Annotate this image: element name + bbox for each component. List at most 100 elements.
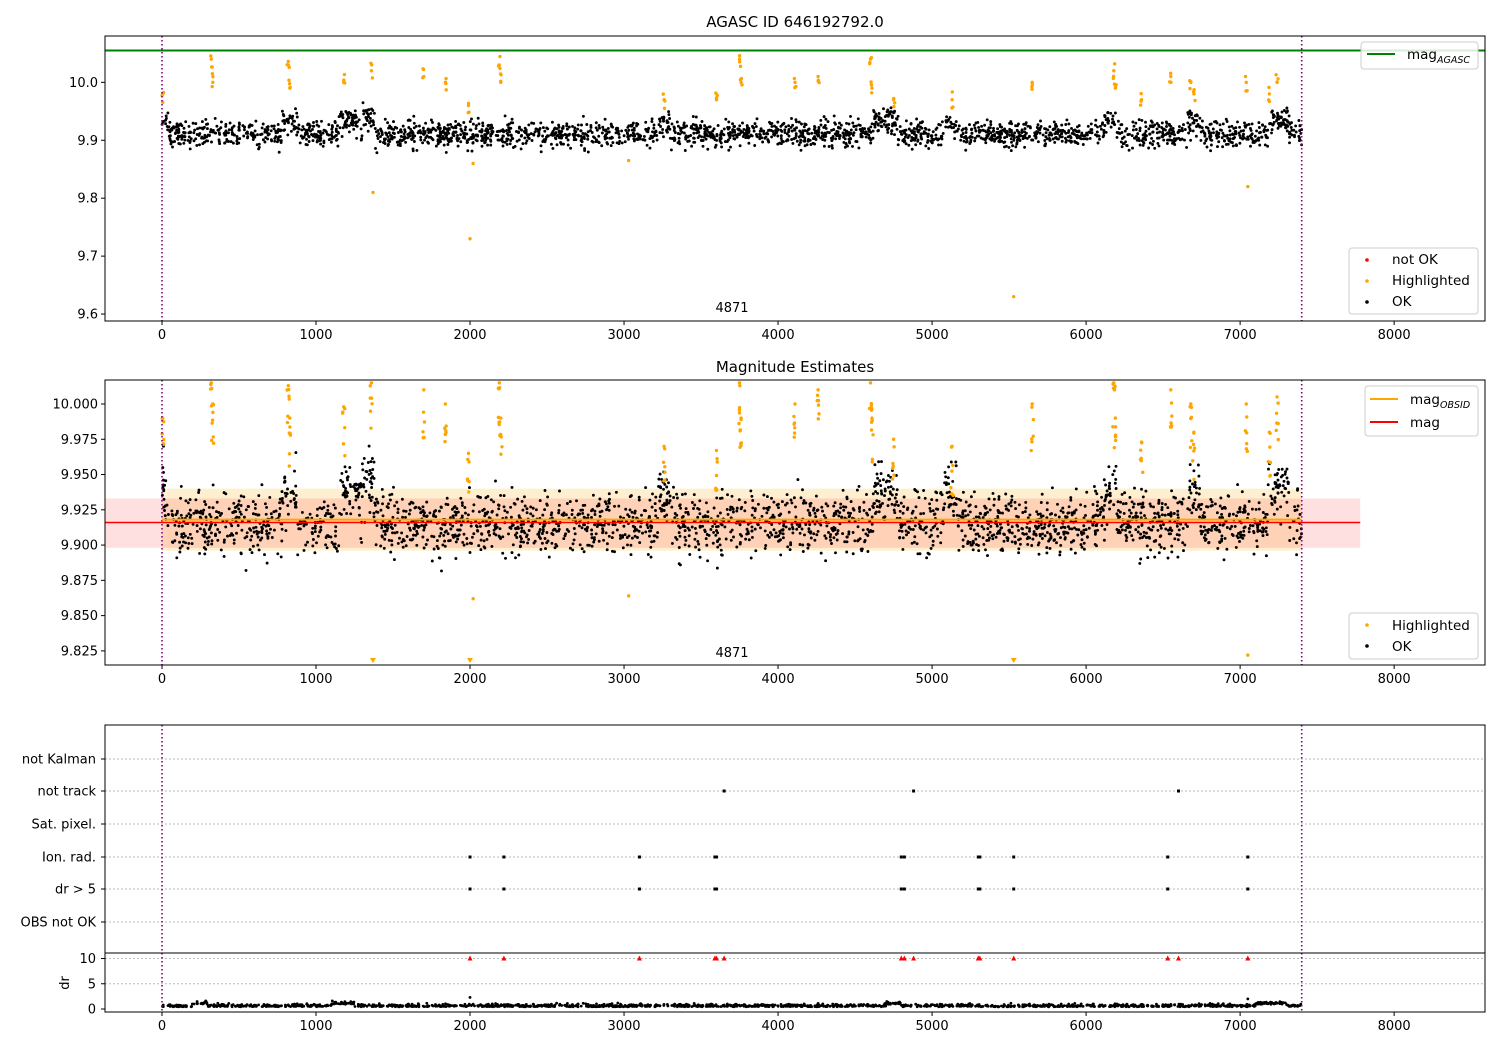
x-tick-label: 7000 (1224, 328, 1257, 343)
ok-point (1147, 146, 1151, 150)
ok-point (348, 499, 352, 503)
ok-point (542, 524, 546, 528)
ok-point (1114, 464, 1118, 468)
ok-point (251, 500, 255, 504)
ok-point (311, 134, 315, 138)
ok-point (939, 136, 943, 140)
ok-point (886, 485, 890, 489)
ok-point (630, 510, 634, 514)
ok-point (1111, 117, 1114, 121)
ok-point (808, 523, 812, 527)
ok-point (790, 501, 794, 505)
ok-point (1271, 116, 1275, 119)
highlighted-point (869, 83, 874, 87)
ok-point (301, 125, 305, 129)
ok-point (776, 127, 780, 131)
ok-point (944, 483, 948, 487)
ok-point (1124, 539, 1128, 543)
ok-point (442, 131, 446, 135)
ok-point (1025, 525, 1029, 529)
ok-point (658, 499, 662, 503)
ok-point (585, 123, 589, 126)
ok-point (276, 127, 280, 131)
ok-point (389, 133, 392, 137)
ok-point (758, 137, 762, 141)
ok-point (586, 150, 590, 154)
ok-point (265, 529, 269, 533)
ok-point (665, 501, 669, 505)
ok-point (321, 144, 325, 148)
ok-point (1279, 505, 1283, 509)
ok-point (367, 493, 371, 497)
ok-point (749, 556, 753, 560)
ok-point (743, 509, 747, 513)
ok-point (383, 532, 387, 536)
ok-point (806, 543, 810, 546)
ok-point (519, 540, 523, 544)
ok-point (506, 123, 510, 127)
ok-point (834, 137, 838, 141)
ok-point (773, 124, 776, 128)
ok-point (362, 456, 366, 460)
ok-point (1073, 526, 1076, 530)
ok-point (1222, 506, 1226, 510)
ok-point (890, 115, 894, 118)
ok-point (665, 498, 669, 502)
ok-point (590, 528, 594, 532)
ok-point (1171, 129, 1175, 133)
ok-point (1192, 118, 1196, 122)
ok-point (873, 512, 877, 515)
ok-point (369, 124, 373, 128)
ok-point (959, 138, 963, 142)
ok-point (1009, 120, 1013, 124)
ok-point (1034, 136, 1038, 140)
ok-point (802, 139, 806, 143)
ok-point (186, 546, 190, 550)
ok-point (583, 137, 586, 140)
ok-point (973, 126, 977, 130)
ok-point (521, 508, 525, 512)
ok-point (937, 143, 940, 147)
ok-point (1182, 549, 1185, 553)
legend-highlighted: Highlighted (1392, 273, 1470, 289)
ok-point (918, 526, 922, 529)
ok-point (1043, 144, 1047, 147)
ok-point (635, 124, 638, 128)
ok-point (1079, 137, 1083, 141)
ok-point (851, 121, 855, 125)
ok-point (331, 125, 334, 129)
ok-point (665, 485, 669, 489)
ok-point (1276, 111, 1279, 115)
ok-point (219, 120, 223, 124)
ok-point (280, 527, 284, 531)
ok-point (1200, 119, 1204, 123)
ok-point (981, 536, 985, 540)
ok-point (192, 511, 196, 515)
ok-point (316, 507, 319, 511)
ok-point (715, 529, 718, 533)
ok-point (1263, 143, 1267, 147)
ok-point (883, 119, 887, 123)
ok-point (662, 118, 665, 122)
highlighted-point (471, 161, 475, 166)
ok-point (257, 145, 261, 149)
ok-point (456, 537, 460, 541)
ok-point (668, 499, 672, 503)
ok-point (341, 126, 345, 130)
ok-point (1165, 125, 1168, 128)
ok-point (1265, 533, 1269, 537)
ok-point (945, 491, 949, 495)
ok-point (877, 115, 881, 119)
highlighted-point (816, 74, 820, 79)
ok-point (486, 494, 490, 498)
ok-point (1064, 140, 1068, 144)
ok-point (216, 528, 220, 531)
ok-point (1077, 528, 1081, 532)
ok-point (706, 510, 710, 514)
ok-point (692, 136, 696, 140)
ok-point (566, 143, 570, 147)
panel2-title: Magnitude Estimates (716, 358, 874, 376)
ok-point (387, 142, 390, 146)
ok-point (809, 536, 813, 540)
ok-point (189, 137, 193, 141)
